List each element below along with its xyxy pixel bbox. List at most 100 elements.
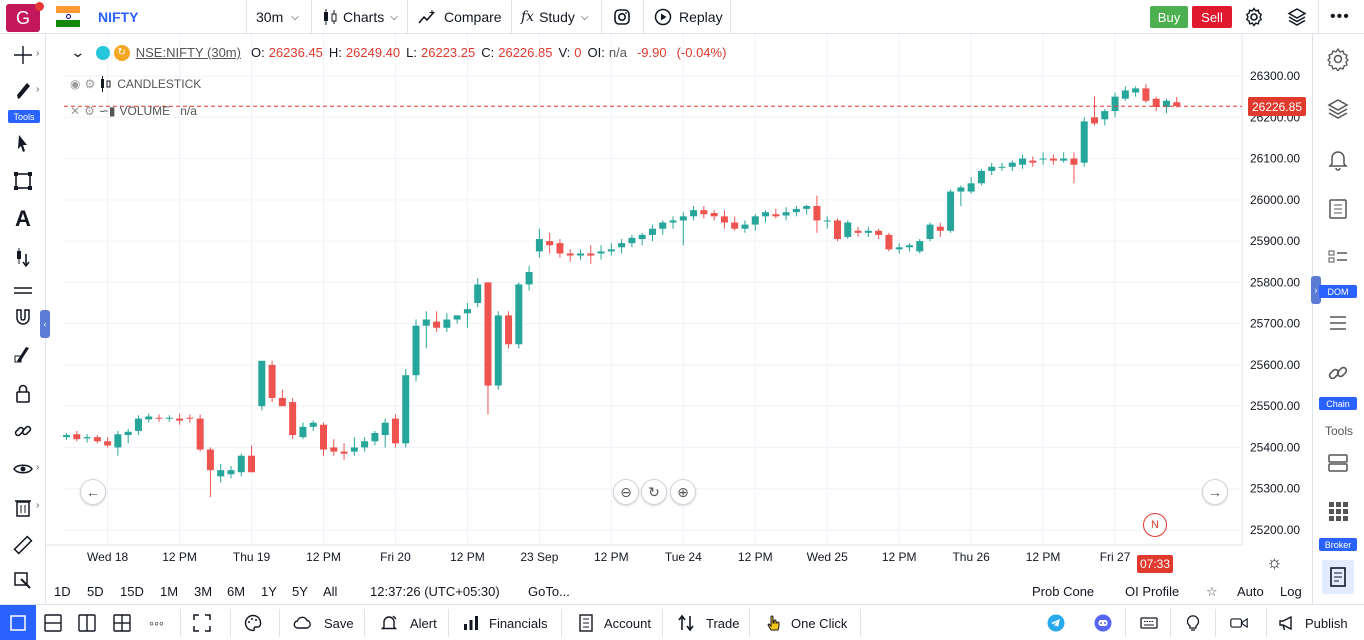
range-3m[interactable]: 3M bbox=[194, 584, 213, 599]
gear-icon[interactable] bbox=[1325, 46, 1351, 72]
study-button[interactable]: fx Study ⌵ bbox=[521, 0, 588, 34]
tools-badge[interactable]: Tools bbox=[8, 110, 40, 123]
news-marker[interactable]: N bbox=[1143, 513, 1167, 537]
eye-icon[interactable]: ◉ bbox=[70, 77, 81, 91]
dom-badge[interactable]: DOM bbox=[1319, 285, 1357, 298]
range-1m[interactable]: 1M bbox=[160, 584, 179, 599]
telegram-icon[interactable] bbox=[1047, 605, 1065, 640]
layout-horizontal-icon[interactable] bbox=[44, 605, 62, 640]
eye-off-icon[interactable]: ✕ bbox=[70, 104, 81, 118]
range-1d[interactable]: 1D bbox=[54, 584, 71, 599]
layout-single-icon[interactable] bbox=[0, 605, 36, 640]
range-15d[interactable]: 15D bbox=[120, 584, 144, 599]
magnet-icon[interactable] bbox=[10, 304, 36, 330]
layout-vertical-icon[interactable] bbox=[78, 605, 96, 640]
lightbulb-icon[interactable] bbox=[1184, 605, 1202, 640]
indicator-candlestick[interactable]: ◉ ⚙ CANDLESTICK bbox=[70, 76, 201, 92]
layers-icon[interactable] bbox=[1325, 96, 1351, 122]
chevron-right-icon[interactable]: › bbox=[36, 48, 40, 59]
palette-icon[interactable] bbox=[244, 605, 262, 640]
notes-icon[interactable] bbox=[1325, 196, 1351, 222]
link-icon[interactable] bbox=[10, 418, 36, 444]
buy-button[interactable]: Buy bbox=[1150, 6, 1188, 28]
zoom-in-button[interactable]: ⊕ bbox=[670, 479, 696, 505]
more-menu-icon[interactable]: ••• bbox=[1330, 8, 1350, 25]
collapse-right-button[interactable]: › bbox=[1311, 276, 1321, 304]
scroll-right-button[interactable]: → bbox=[1202, 479, 1228, 505]
keyboard-icon[interactable] bbox=[1140, 605, 1158, 640]
range-1y[interactable]: 1Y bbox=[261, 584, 277, 599]
gear-icon[interactable]: ⚙ bbox=[84, 77, 96, 91]
scroll-left-button[interactable]: ← bbox=[80, 479, 106, 505]
lock-draw-icon[interactable] bbox=[10, 342, 36, 368]
oi-profile-button[interactable]: OI Profile bbox=[1125, 584, 1180, 599]
compare-button[interactable]: Compare bbox=[418, 0, 502, 34]
collapse-legend-icon[interactable]: ⌄ bbox=[70, 44, 86, 60]
measure-icon[interactable] bbox=[10, 244, 36, 270]
chevron-right-icon[interactable]: › bbox=[36, 500, 40, 511]
trash-icon[interactable] bbox=[10, 494, 36, 520]
grid-apps-icon[interactable] bbox=[1325, 498, 1351, 524]
log-scale-button[interactable]: Log bbox=[1280, 584, 1302, 599]
layers-button[interactable] bbox=[1287, 0, 1307, 34]
panel-icon[interactable] bbox=[1325, 450, 1351, 476]
pencil-icon[interactable] bbox=[10, 78, 36, 104]
financials-button[interactable]: Financials bbox=[462, 605, 548, 640]
settings-button[interactable] bbox=[1244, 0, 1264, 34]
range-5y[interactable]: 5Y bbox=[292, 584, 308, 599]
rectangle-icon[interactable] bbox=[10, 168, 36, 194]
one-click-button[interactable]: One Click bbox=[764, 605, 847, 640]
bell-icon[interactable] bbox=[1325, 146, 1351, 172]
crosshair-icon[interactable] bbox=[10, 42, 36, 68]
legend-symbol[interactable]: NSE:NIFTY (30m) bbox=[135, 45, 241, 60]
dom-icon[interactable] bbox=[1325, 246, 1351, 272]
interval-selector[interactable]: 30m ⌵ bbox=[256, 0, 299, 34]
save-button[interactable]: Save bbox=[293, 605, 354, 640]
more-layouts-icon[interactable]: ◦◦◦ bbox=[149, 615, 164, 631]
price-chart[interactable]: 25200.00 25300.00 25400.00 25500.00 25600.00… bbox=[46, 34, 1312, 579]
chart-area[interactable]: 25200.00 25300.00 25400.00 25500.00 25600.00… bbox=[46, 34, 1312, 579]
video-icon[interactable] bbox=[1230, 605, 1248, 640]
goto-button[interactable]: GoTo... bbox=[528, 584, 570, 599]
templates-icon[interactable] bbox=[10, 568, 36, 594]
eye-icon[interactable] bbox=[10, 456, 36, 482]
discord-icon[interactable] bbox=[1094, 605, 1112, 640]
lock-icon[interactable] bbox=[10, 380, 36, 406]
star-icon[interactable]: ☆ bbox=[1206, 584, 1218, 599]
symbol-name[interactable]: NIFTY bbox=[98, 9, 139, 25]
gear-icon[interactable]: ⚙ bbox=[84, 104, 95, 118]
account-button[interactable]: Account bbox=[577, 605, 651, 640]
trade-button[interactable]: Trade bbox=[677, 605, 739, 640]
reset-zoom-button[interactable]: ↻ bbox=[641, 479, 667, 505]
broker-badge[interactable]: Broker bbox=[1319, 538, 1357, 551]
range-6m[interactable]: 6M bbox=[227, 584, 246, 599]
app-logo[interactable]: G bbox=[6, 4, 40, 32]
layout-grid-icon[interactable] bbox=[113, 605, 131, 640]
list-icon[interactable] bbox=[1325, 310, 1351, 336]
sell-button[interactable]: Sell bbox=[1192, 6, 1232, 28]
replay-button[interactable]: Replay bbox=[654, 0, 723, 34]
chevron-right-icon[interactable]: › bbox=[36, 462, 40, 473]
auto-scale-button[interactable]: Auto bbox=[1237, 584, 1264, 599]
chain-link-icon[interactable] bbox=[1325, 360, 1351, 386]
ruler-icon[interactable] bbox=[10, 532, 36, 558]
clock-display[interactable]: 12:37:26 (UTC+05:30) bbox=[370, 584, 500, 599]
fullscreen-icon[interactable] bbox=[193, 605, 211, 640]
collapse-left-button[interactable]: ‹ bbox=[40, 310, 50, 338]
order-ticket-icon[interactable] bbox=[1322, 560, 1354, 594]
snapshot-button[interactable] bbox=[613, 0, 631, 34]
range-5d[interactable]: 5D bbox=[87, 584, 104, 599]
zoom-out-button[interactable]: ⊖ bbox=[613, 479, 639, 505]
cursor-icon[interactable] bbox=[10, 130, 36, 156]
chain-badge[interactable]: Chain bbox=[1319, 397, 1357, 410]
indicator-volume[interactable]: ✕ ⚙ ∽▮ VOLUME n/a bbox=[70, 104, 197, 118]
text-tool-icon[interactable]: A bbox=[15, 206, 31, 231]
range-all[interactable]: All bbox=[323, 584, 338, 599]
charts-button[interactable]: Charts ⌵ bbox=[322, 0, 398, 34]
prob-cone-button[interactable]: Prob Cone bbox=[1032, 584, 1095, 599]
publish-button[interactable]: Publish bbox=[1278, 605, 1348, 640]
chevron-right-icon[interactable]: › bbox=[36, 84, 40, 95]
chart-settings-icon[interactable]: ☼ bbox=[1266, 552, 1283, 572]
alert-button[interactable]: Alert bbox=[380, 605, 437, 640]
fib-icon[interactable] bbox=[10, 278, 36, 304]
